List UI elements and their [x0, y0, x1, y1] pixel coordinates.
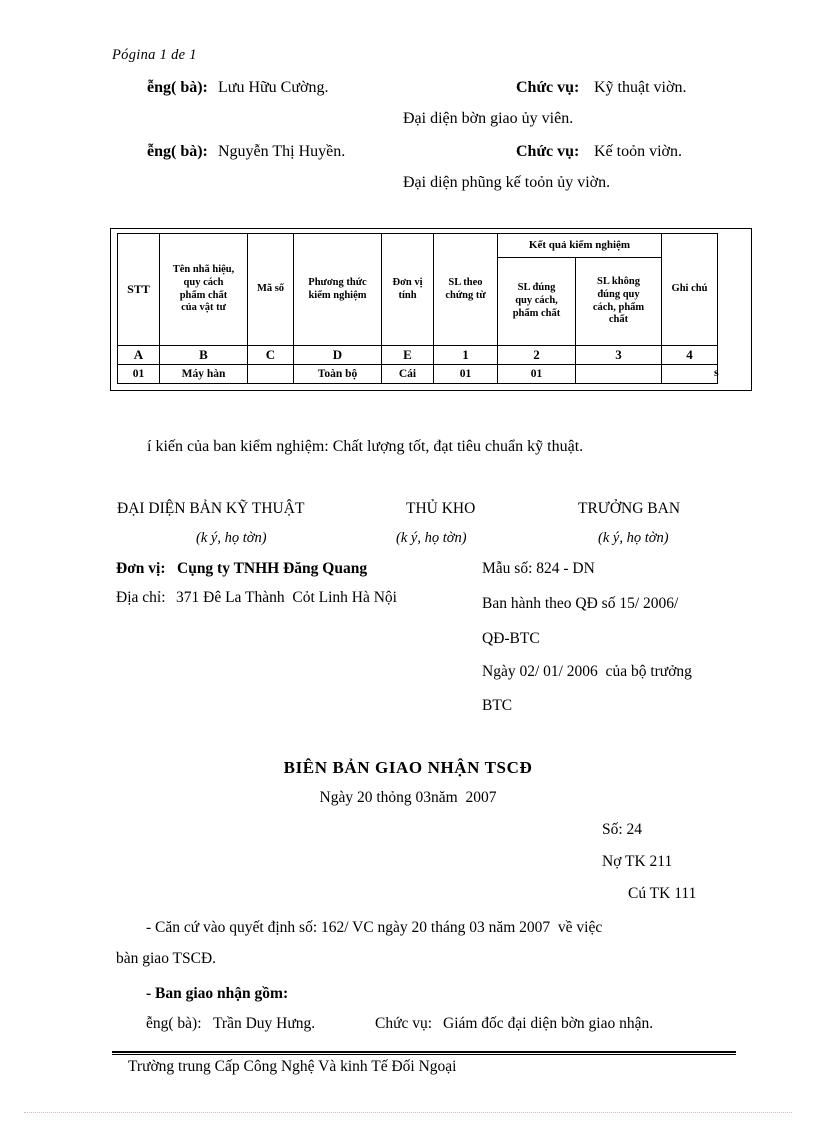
signature-subtitle-technical: (k ý, họ tờn)	[196, 530, 267, 546]
signatory-2-sub-line: Đại diện phũng kế toỏn ủy viờn.	[403, 174, 611, 191]
col-header-group-result: Kết quả kiểm nghiệm	[497, 233, 662, 258]
signature-title-head: TRƯỞNG BAN	[578, 500, 681, 517]
stray-mark: s	[714, 365, 719, 379]
body-paragraph-3-role-value: Giám đốc đại diện bờn giao nhận.	[443, 1015, 654, 1032]
document-number: Số: 24	[602, 821, 643, 838]
cell-unit: Cái	[381, 363, 434, 384]
table-header-row-2: SL đúng quy cách, phẩm chất SL không đún…	[118, 257, 718, 346]
letter-cell-d: D	[293, 345, 382, 365]
cell-name-spec: Máy hàn	[159, 363, 248, 384]
col-header-stt: STT	[117, 233, 160, 346]
cell-code	[247, 363, 294, 384]
cell-method: Toàn bộ	[293, 363, 382, 384]
credit-account: Cú TK 111	[628, 885, 697, 902]
col-header-unit: Đơn vị tính	[381, 233, 434, 346]
form-issued-line-4: BTC	[482, 697, 513, 714]
signatory-2-name-label: ễng( bà):	[147, 143, 208, 160]
signature-subtitle-head: (k ý, họ tờn)	[598, 530, 669, 546]
unit-label: Đơn vị:	[116, 560, 166, 577]
signature-title-storekeeper: THỦ KHO	[406, 500, 476, 517]
cell-stt: 01	[117, 363, 160, 384]
letter-cell-2: 2	[497, 345, 576, 365]
signatory-2-role-label: Chức vụ:	[516, 143, 580, 160]
letter-cell-3: 3	[575, 345, 662, 365]
col-header-qty-bad: SL không đúng quy cách, phẩm chất	[575, 257, 662, 346]
body-paragraph-3-name-value: Trần Duy Hưng.	[213, 1015, 316, 1032]
cell-note	[661, 363, 718, 384]
inspection-opinion-line: í kiến của ban kiểm nghiệm: Chất lượng t…	[147, 438, 584, 455]
col-header-note: Ghi chú	[661, 233, 718, 346]
address-label: Địa chỉ:	[116, 589, 166, 606]
table-letter-row: A B C D E 1 2 3 4	[117, 345, 718, 365]
inspection-table: STT Tên nhã hiệu, quy cách phẩm chất của…	[117, 233, 718, 384]
signatory-1-name-label: ễng( bà):	[147, 79, 208, 96]
signatory-2-name-value: Nguyễn Thị Huyền.	[218, 143, 346, 160]
page-bottom-dotted-line	[24, 1112, 792, 1114]
inspection-table-frame	[110, 228, 752, 391]
cell-qty-bad	[575, 363, 662, 384]
footer-text: Trường trung Cấp Công Nghệ Và kinh Tế Đố…	[128, 1058, 457, 1075]
letter-cell-1: 1	[433, 345, 498, 365]
body-paragraph-2: - Ban giao nhận gồm:	[146, 985, 289, 1002]
document-date: Ngày 20 thỏng 03năm 2007	[319, 789, 497, 806]
signatory-2-role-value: Kế toỏn viờn.	[594, 143, 683, 160]
col-header-qty-doc: SL theo chứng từ	[433, 233, 498, 346]
address-value: 371 Đê La Thành Cỏt Linh Hà Nội	[176, 589, 397, 606]
signatory-1-role-label: Chức vụ:	[516, 79, 580, 96]
signatory-1-role-value: Kỹ thuật viờn.	[594, 79, 687, 96]
form-issued-line-3: Ngày 02/ 01/ 2006 của bộ trưởng	[482, 663, 692, 680]
letter-cell-e: E	[381, 345, 434, 365]
unit-value: Cụng ty TNHH Đăng Quang	[177, 560, 368, 577]
table-header-row-1: STT Tên nhã hiệu, quy cách phẩm chất của…	[117, 233, 718, 346]
col-header-qty-ok: SL đúng quy cách, phẩm chất	[497, 257, 576, 346]
footer-divider	[112, 1051, 736, 1055]
letter-cell-b: B	[159, 345, 248, 365]
cell-qty-doc: 01	[433, 363, 498, 384]
col-header-method: Phương thức kiểm nghiệm	[293, 233, 382, 346]
signatory-1-name-value: Lưu Hữu Cường.	[218, 79, 329, 96]
col-header-code: Mã số	[247, 233, 294, 346]
signatory-1-sub-line: Đại diện bờn giao ủy viên.	[403, 110, 574, 127]
table-row: 01 Máy hàn Toàn bộ Cái 01 01	[117, 363, 718, 384]
form-issued-line-2: QĐ-BTC	[482, 630, 540, 647]
form-issued-line-1: Ban hành theo QĐ số 15/ 2006/	[482, 595, 679, 612]
body-paragraph-1-line-1: - Căn cứ vào quyết định số: 162/ VC ngày…	[146, 919, 603, 936]
letter-cell-4: 4	[661, 345, 718, 365]
form-number-line: Mẫu số: 824 - DN	[482, 560, 595, 577]
debit-account: Nợ TK 211	[602, 853, 673, 870]
body-paragraph-1-line-2: bàn giao TSCĐ.	[116, 950, 217, 967]
page-marker: Pógina 1 de 1	[112, 47, 197, 63]
body-paragraph-3-role-label: Chức vụ:	[375, 1015, 433, 1032]
col-header-name-spec: Tên nhã hiệu, quy cách phẩm chất của vật…	[159, 233, 248, 346]
signature-title-technical: ĐẠI DIỆN BẢN KỸ THUẬT	[117, 500, 305, 517]
cell-qty-ok: 01	[497, 363, 576, 384]
body-paragraph-3-name-label: ễng( bà):	[146, 1015, 202, 1032]
page-title: BIÊN BẢN GIAO NHẬN TSCĐ	[283, 758, 533, 777]
signature-subtitle-storekeeper: (k ý, họ tờn)	[396, 530, 467, 546]
letter-cell-a: A	[117, 345, 160, 365]
letter-cell-c: C	[247, 345, 294, 365]
